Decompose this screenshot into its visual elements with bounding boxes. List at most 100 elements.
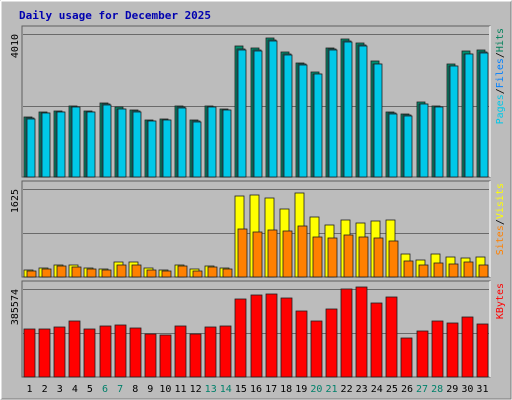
bar-kbytes-kbytes-day-14: [219, 325, 232, 378]
legend-entry: KBytes: [495, 283, 506, 319]
bar-visits-sites-day-12: [192, 270, 203, 278]
panel-hits-ymax-label: 4010: [10, 34, 21, 58]
bar-visits-sites-day-1: [26, 270, 37, 278]
legend-entry: Sites: [495, 225, 506, 255]
x-tick-label-day-5: 5: [87, 384, 93, 395]
legend-entry: /: [495, 219, 506, 225]
bar-kbytes-kbytes-day-26: [400, 337, 413, 378]
bar-visits-sites-day-11: [177, 265, 188, 278]
bar-kbytes-kbytes-day-16: [250, 294, 263, 378]
bar-kbytes-kbytes-day-23: [355, 286, 368, 378]
bar-hits-pages-day-27: [419, 103, 429, 178]
bar-kbytes-kbytes-day-8: [129, 327, 142, 378]
x-tick-label-day-2: 2: [42, 384, 48, 395]
bar-kbytes-kbytes-day-20: [310, 320, 323, 378]
x-tick-label-day-14: 14: [220, 384, 232, 395]
x-tick-label-day-22: 22: [341, 384, 353, 395]
bar-visits-sites-day-10: [161, 270, 172, 278]
bar-hits-pages-day-1: [26, 118, 36, 178]
panel-kbytes-ymax-label: 385574: [10, 289, 21, 325]
bar-visits-sites-day-24: [373, 237, 384, 278]
x-tick-label-day-19: 19: [295, 384, 307, 395]
bar-kbytes-kbytes-day-21: [325, 308, 338, 378]
bar-hits-pages-day-11: [177, 107, 187, 178]
bar-visits-sites-day-19: [297, 225, 308, 278]
bar-hits-pages-day-6: [102, 104, 112, 178]
bar-kbytes-kbytes-day-2: [38, 328, 51, 378]
bar-visits-sites-day-16: [252, 231, 263, 278]
panel-visits-ymax-label: 1625: [10, 189, 21, 213]
bar-kbytes-kbytes-day-25: [385, 296, 398, 378]
bar-hits-pages-day-29: [449, 65, 459, 178]
legend-entry: Visits: [495, 183, 506, 219]
bar-visits-sites-day-14: [222, 268, 233, 278]
bar-hits-pages-day-15: [237, 49, 247, 178]
bar-hits-pages-day-5: [86, 111, 96, 178]
bar-visits-sites-day-31: [478, 264, 489, 278]
bar-visits-sites-day-15: [237, 228, 248, 278]
bar-kbytes-kbytes-day-10: [159, 334, 172, 378]
bar-visits-sites-day-17: [267, 229, 278, 278]
bar-visits-sites-day-30: [463, 261, 474, 278]
bar-kbytes-kbytes-day-9: [144, 333, 157, 378]
legend-entry: /: [495, 52, 506, 58]
x-tick-label-day-6: 6: [102, 384, 108, 395]
x-tick-label-day-4: 4: [72, 384, 78, 395]
legend-entry: Files: [495, 58, 506, 88]
bar-hits-pages-day-7: [117, 108, 127, 178]
bar-hits-pages-day-21: [328, 49, 338, 178]
bar-kbytes-kbytes-day-11: [174, 325, 187, 378]
bar-visits-sites-day-7: [116, 264, 127, 278]
bar-hits-pages-day-18: [283, 54, 293, 178]
bar-kbytes-kbytes-day-29: [446, 322, 459, 378]
x-tick-label-day-17: 17: [265, 384, 277, 395]
bar-visits-sites-day-27: [418, 264, 429, 278]
bar-visits-sites-day-8: [131, 264, 142, 278]
bar-kbytes-kbytes-day-5: [83, 328, 96, 378]
legend-entry: /: [495, 88, 506, 94]
x-tick-label-day-25: 25: [386, 384, 398, 395]
x-tick-label-day-3: 3: [57, 384, 63, 395]
bar-visits-sites-day-23: [358, 236, 369, 278]
x-tick-label-day-7: 7: [117, 384, 123, 395]
x-tick-label-day-20: 20: [310, 384, 322, 395]
x-tick-label-day-16: 16: [250, 384, 262, 395]
bar-hits-pages-day-10: [162, 119, 172, 178]
bar-hits-pages-day-8: [132, 111, 142, 178]
bar-hits-pages-day-20: [313, 73, 323, 178]
bar-visits-sites-day-2: [41, 268, 52, 278]
bar-kbytes-kbytes-day-15: [234, 298, 247, 378]
bar-visits-sites-day-5: [86, 268, 97, 278]
bar-hits-pages-day-14: [222, 109, 232, 178]
bar-hits-pages-day-3: [56, 111, 66, 178]
x-tick-label-day-9: 9: [147, 384, 153, 395]
bar-kbytes-kbytes-day-7: [114, 324, 127, 378]
bar-hits-pages-day-26: [403, 115, 413, 178]
bar-hits-pages-day-2: [41, 112, 51, 178]
x-tick-label-day-31: 31: [476, 384, 488, 395]
bar-hits-pages-day-4: [71, 106, 81, 178]
chart-title: Daily usage for December 2025: [19, 9, 211, 22]
bar-kbytes-kbytes-day-28: [431, 320, 444, 378]
bar-visits-sites-day-20: [312, 236, 323, 278]
x-tick-label-day-8: 8: [132, 384, 138, 395]
bar-kbytes-kbytes-day-1: [23, 328, 36, 378]
x-tick-label-day-11: 11: [174, 384, 186, 395]
x-tick-label-day-13: 13: [205, 384, 217, 395]
legend-entry: Pages: [495, 94, 506, 124]
bar-hits-pages-day-9: [147, 120, 157, 178]
bar-visits-sites-day-4: [71, 266, 82, 278]
bar-visits-sites-day-13: [207, 266, 218, 278]
bar-visits-sites-day-22: [343, 234, 354, 278]
bar-hits-pages-day-23: [358, 45, 368, 178]
bar-visits-sites-day-18: [282, 230, 293, 278]
bar-visits-sites-day-9: [146, 269, 157, 278]
bar-visits-sites-day-29: [448, 263, 459, 278]
x-tick-label-day-29: 29: [446, 384, 458, 395]
bar-visits-sites-day-28: [433, 262, 444, 278]
bar-kbytes-kbytes-day-17: [265, 293, 278, 378]
panel-visits-legend: Sites/Visits: [495, 183, 506, 255]
x-tick-label-day-21: 21: [325, 384, 337, 395]
